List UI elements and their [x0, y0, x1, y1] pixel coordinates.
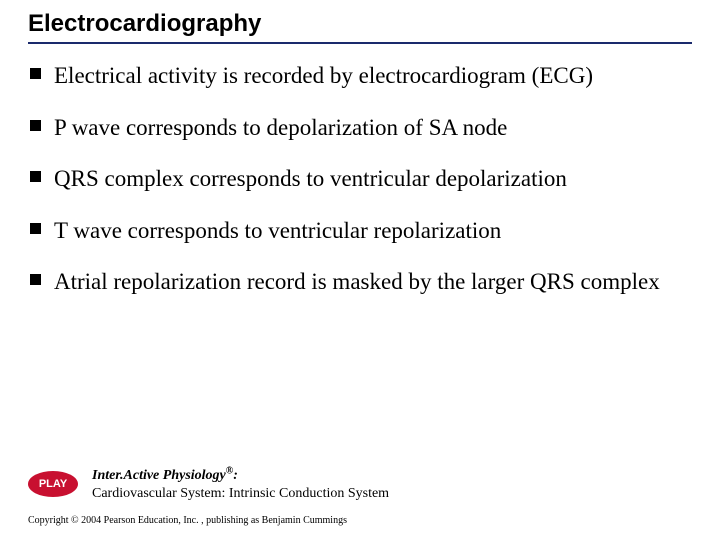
copyright-text: Copyright © 2004 Pearson Education, Inc.…: [28, 515, 347, 526]
caption-colon: :: [233, 468, 238, 483]
play-caption-title-text: Inter.Active Physiology: [92, 468, 226, 483]
list-item: QRS complex corresponds to ventricular d…: [28, 165, 692, 193]
list-item: Atrial repolarization record is masked b…: [28, 268, 692, 296]
play-caption-subtitle: Cardiovascular System: Intrinsic Conduct…: [92, 486, 389, 501]
play-caption: Inter.Active Physiology®: Cardiovascular…: [92, 465, 389, 502]
play-row: PLAY Inter.Active Physiology®: Cardiovas…: [28, 465, 389, 502]
play-button[interactable]: PLAY: [28, 471, 78, 497]
slide-title: Electrocardiography: [28, 10, 692, 44]
list-item: T wave corresponds to ventricular repola…: [28, 217, 692, 245]
list-item: P wave corresponds to depolarization of …: [28, 114, 692, 142]
play-caption-title: Inter.Active Physiology®:: [92, 468, 238, 483]
list-item: Electrical activity is recorded by elect…: [28, 62, 692, 90]
bullet-list: Electrical activity is recorded by elect…: [28, 62, 692, 296]
slide: Electrocardiography Electrical activity …: [0, 0, 720, 296]
